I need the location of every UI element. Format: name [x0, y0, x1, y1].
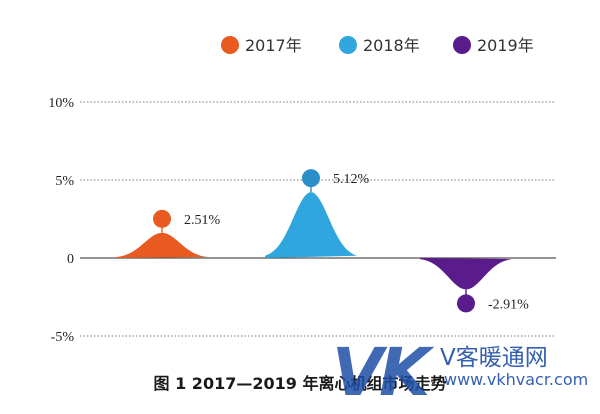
figure-caption: 图 1 2017—2019 年离心机组市场走势 — [153, 374, 447, 393]
y-tick-label: 10% — [48, 96, 74, 111]
data-label: 5.12% — [333, 172, 370, 187]
bell-2017年 — [116, 232, 208, 258]
bell-2018年 — [265, 192, 357, 258]
y-tick-label: -5% — [51, 330, 75, 345]
legend-swatch — [339, 36, 357, 54]
watermark-name: V客暖通网 — [440, 345, 548, 371]
value-marker — [153, 209, 171, 228]
legend-label: 2019年 — [477, 36, 534, 55]
y-tick-label: 0 — [67, 252, 74, 267]
data-label: -2.91% — [488, 297, 529, 312]
legend-swatch — [221, 36, 239, 54]
value-marker — [302, 169, 320, 188]
legend-swatch — [453, 36, 471, 54]
legend-label: 2017年 — [245, 36, 302, 55]
watermark-logo: VK — [332, 334, 430, 411]
watermark: VK V客暖通网 www.vkhvacr.com — [332, 332, 594, 412]
y-tick-label: 5% — [55, 174, 74, 189]
bell-2019年 — [420, 258, 512, 290]
value-marker — [457, 294, 475, 313]
chart-svg: 10% 5% 0 -5% 2.51% 5.12% -2.91% 2017年 2018年 2019年 — [48, 36, 556, 345]
legend-label: 2018年 — [363, 36, 420, 55]
watermark-url: www.vkhvacr.com — [444, 370, 589, 389]
data-label: 2.51% — [184, 213, 221, 228]
